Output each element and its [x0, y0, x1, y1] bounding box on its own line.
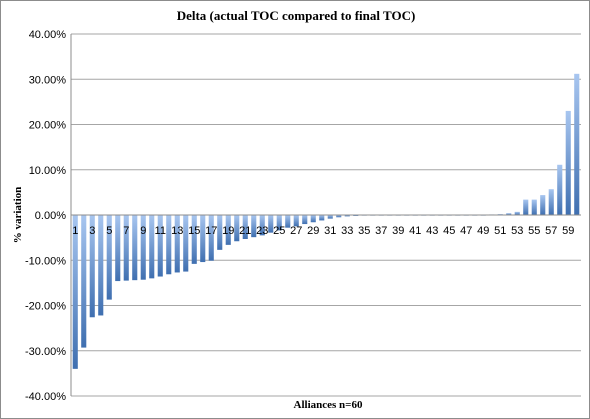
- y-axis-label: % variation: [12, 187, 24, 244]
- chart-title: Delta (actual TOC compared to final TOC): [177, 8, 416, 23]
- x-tick-label: 25: [273, 225, 285, 237]
- x-tick-label: 41: [409, 225, 421, 237]
- y-tick-label: 20.00%: [29, 120, 67, 132]
- x-tick-label: 19: [222, 225, 234, 237]
- bar-25: [276, 215, 282, 231]
- bar-23: [259, 215, 265, 236]
- x-tick-label: 51: [494, 225, 506, 237]
- bar-11: [157, 215, 163, 277]
- bar-32: [336, 215, 342, 218]
- x-tick-label: 1: [72, 225, 78, 237]
- x-tick-label: 23: [256, 225, 268, 237]
- x-tick-label: 17: [205, 225, 217, 237]
- bar-28: [302, 215, 308, 225]
- x-tick-label: 39: [392, 225, 404, 237]
- y-tick-label: -40.00%: [25, 391, 66, 403]
- x-tick-label: 33: [341, 225, 353, 237]
- y-tick-label: 30.00%: [29, 74, 67, 86]
- bar-52: [506, 213, 512, 215]
- bar-54: [523, 199, 529, 215]
- bar-13: [174, 215, 180, 273]
- bar-26: [285, 215, 291, 228]
- bar-17: [208, 215, 214, 261]
- x-tick-label: 53: [511, 225, 523, 237]
- bar-56: [540, 195, 546, 215]
- bar-20: [234, 215, 240, 242]
- x-tick-label: 57: [545, 225, 557, 237]
- x-tick-label: 43: [426, 225, 438, 237]
- bar-57: [548, 189, 554, 215]
- x-tick-label: 3: [89, 225, 95, 237]
- x-tick-label: 49: [477, 225, 489, 237]
- x-tick-label: 13: [171, 225, 183, 237]
- y-tick-label: -30.00%: [25, 346, 66, 358]
- bar-16: [200, 215, 206, 263]
- x-tick-label: 29: [307, 225, 319, 237]
- bar-9: [140, 215, 146, 280]
- x-tick-label: 7: [123, 225, 129, 237]
- x-tick-label: 35: [358, 225, 370, 237]
- bar-18: [217, 215, 223, 250]
- bar-8: [132, 215, 138, 281]
- bar-6: [115, 215, 121, 282]
- x-tick-label: 27: [290, 225, 302, 237]
- bar-60: [574, 73, 580, 215]
- x-tick-label: 31: [324, 225, 336, 237]
- bar-15: [191, 215, 197, 264]
- bar-27: [293, 215, 299, 227]
- x-tick-label: 59: [562, 225, 574, 237]
- bar-58: [557, 164, 563, 215]
- x-axis-label: Alliances n=60: [294, 399, 363, 411]
- x-tick-label: 15: [188, 225, 200, 237]
- y-tick-label: -10.00%: [25, 255, 66, 267]
- x-tick-label: 45: [443, 225, 455, 237]
- bar-30: [319, 215, 325, 221]
- x-tick-label: 9: [140, 225, 146, 237]
- bar-7: [123, 215, 129, 281]
- x-tick-label: 47: [460, 225, 472, 237]
- bar-19: [225, 215, 231, 245]
- x-tick-label: 21: [239, 225, 251, 237]
- bar-5: [106, 215, 112, 300]
- bar-55: [531, 199, 537, 215]
- bar-4: [98, 215, 104, 316]
- bar-59: [565, 110, 571, 215]
- y-tick-label: 0.00%: [35, 210, 66, 222]
- bar-21: [242, 215, 248, 239]
- bar-1: [72, 215, 78, 369]
- bar-31: [327, 215, 333, 219]
- y-tick-label: -20.00%: [25, 301, 66, 313]
- bar-14: [183, 215, 189, 272]
- x-tick-label: 5: [106, 225, 112, 237]
- x-tick-label: 11: [155, 225, 166, 237]
- bar-10: [149, 215, 155, 279]
- bar-3: [89, 215, 95, 318]
- bar-2: [81, 215, 87, 348]
- x-tick-label: 37: [375, 225, 387, 237]
- bar-53: [514, 211, 520, 215]
- bar-12: [166, 215, 172, 275]
- bar-24: [268, 215, 274, 233]
- bar-22: [251, 215, 257, 238]
- bar-29: [310, 215, 316, 223]
- bar-33: [344, 215, 350, 217]
- y-tick-label: 10.00%: [29, 165, 67, 177]
- y-tick-label: 40.00%: [29, 29, 67, 41]
- x-tick-label: 55: [528, 225, 540, 237]
